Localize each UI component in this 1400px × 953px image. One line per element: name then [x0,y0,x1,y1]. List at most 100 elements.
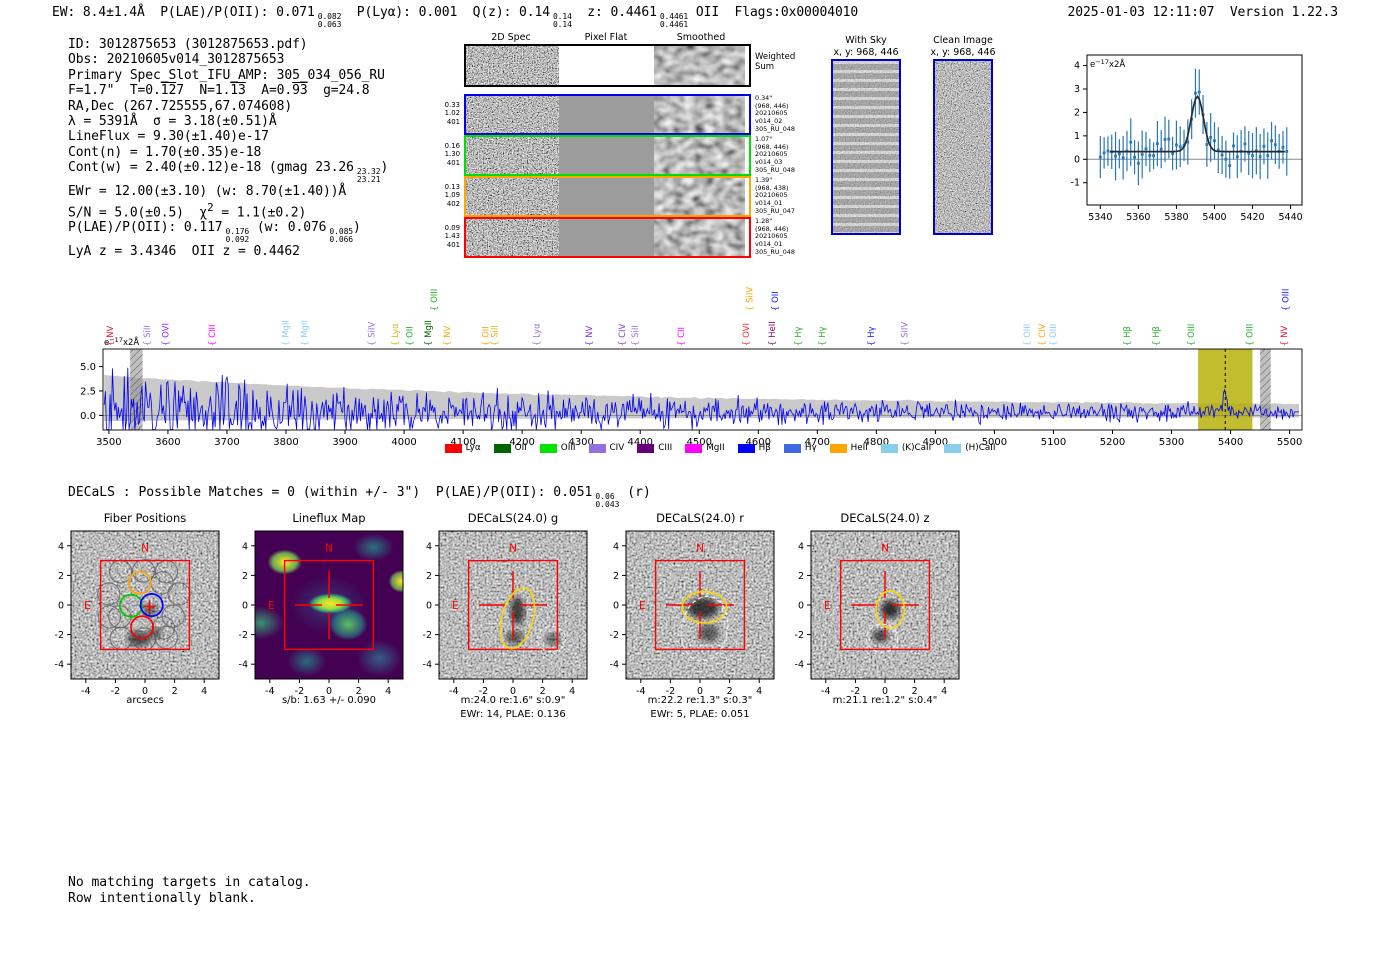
svg-text:{ NV: { NV [106,326,116,346]
svg-text:-4: -4 [265,686,274,697]
svg-text:{ Hγ: { Hγ [867,326,877,346]
panel-title: Lineflux Map [292,511,366,525]
svg-text:-2: -2 [479,686,488,697]
text-segment: P(Lyα): 0.001 Q(z): 0.14 [341,5,550,20]
2d-spec-noise [466,96,559,133]
cutout-row [464,94,751,135]
svg-text:5420: 5420 [1240,212,1264,223]
text-segment: z: 0.4461 [571,5,657,20]
svg-text:E: E [824,600,831,612]
legend-swatch [880,443,898,453]
panel-noise [439,531,587,679]
smoothed-image [654,219,745,256]
svg-text:0: 0 [697,686,703,697]
legend-item: Lyα [444,443,481,453]
svg-text:4: 4 [385,686,391,697]
svg-text:4400: 4400 [627,437,652,448]
legend-label: Hβ [758,443,771,453]
legend-label: Hγ [804,443,817,453]
cutout-right-meta: 1.28" (968, 446) 20210605 v014_01 305_RU_048 [755,217,795,256]
panel-overlay: N E -4 -4 -2 -2 0 0 2 2 4 4 [610,530,775,697]
svg-text:{ Hγ: { Hγ [818,326,828,346]
text-segment: Primary Spec_Slot_IFU_AMP: 305_034_056_R… [68,67,385,83]
superscript: 2 [207,200,214,214]
svg-text:E: E [452,600,459,612]
text-segment: OII Flags:0x00004010 [688,5,859,20]
svg-text:4: 4 [613,541,619,552]
svg-text:-4: -4 [239,660,248,671]
cutout-row-box [464,176,751,217]
detection-info-block: ID: 3012875653 (3012875653.pdf) Obs: 2021… [68,37,468,260]
cutout-left-stats: 0.16 1.30 401 [444,142,460,167]
clean-image [933,59,993,235]
svg-text:{ OVI: { OVI [742,323,752,346]
decals-match-header: DECaLS : Possible Matches = 0 (within +/… [68,485,651,509]
svg-text:0: 0 [142,686,148,697]
info-line-2: Obs: 20210605v014_3012875653 [68,52,468,67]
svg-text:2: 2 [613,571,619,582]
cutout-row-box [464,135,751,176]
svg-text:0: 0 [326,686,332,697]
2d-spec-image [466,219,559,256]
svg-text:{ OIII: { OIII [1023,324,1033,346]
svg-text:N: N [696,543,704,555]
legend-swatch [944,443,962,453]
svg-text:2: 2 [798,571,804,582]
text-segment: EW: 8.4±1.4Å [52,5,145,20]
svg-text:{ SiIV: { SiIV [901,322,911,346]
svg-text:3900: 3900 [332,437,357,448]
sky-noise [833,61,899,233]
svg-text:3600: 3600 [155,437,180,448]
svg-text:-4: -4 [423,660,432,671]
svg-text:4: 4 [798,541,804,552]
svg-text:5440: 5440 [1278,212,1302,223]
svg-text:E: E [639,600,646,612]
svg-text:2: 2 [242,571,248,582]
cutout-col-header: 2D Spec [491,32,531,43]
text-segment: LineFlux = 9.30(±1.40)e-17 [68,129,269,145]
svg-text:{ OII: { OII [405,326,415,346]
text-segment: (w: 0.076 [249,220,327,236]
footer-line-1: No matching targets in catalog. [68,875,311,890]
svg-text:{ OIII: { OIII [1281,289,1291,311]
legend-item: (H)CaII [944,443,995,453]
cutout-row-box [464,44,751,87]
svg-text:-2: -2 [666,686,675,697]
info-line-11: S/N = 5.0(±0.5) χ2 = 1.1(±0.2) [68,200,468,221]
svg-text:2: 2 [912,686,918,697]
2d-spec-noise [466,137,559,174]
cutout-row [464,176,751,217]
full-spectrum-chart: 3500 3600 3700 3800 3900 4000 4100 4200 4300 4400… [80,287,1303,448]
legend-label: OIII [560,443,576,453]
legend-item: CIV [588,443,624,453]
svg-text:2: 2 [356,686,362,697]
cutout-col-header: Pixel Flat [584,32,628,43]
spectrum-legend: Lyα OII OIII CIV CIII MgII Hβ Hγ HeII (K)CaII (H)C… [100,443,1340,453]
legend-swatch [493,443,511,453]
svg-text:5500: 5500 [1277,437,1302,448]
svg-text:3700: 3700 [214,437,239,448]
report-datetime: 2025-01-03 12:11:07 [1067,5,1215,20]
svg-text:-2: -2 [55,630,64,641]
svg-text:5000: 5000 [982,437,1007,448]
svg-text:2: 2 [727,686,733,697]
svg-text:{ SiII: { SiII [490,325,500,346]
text-segment: ID: 3012875653 (3012875653.pdf) [68,37,308,52]
svg-text:2: 2 [1074,107,1080,118]
svg-text:4: 4 [756,686,762,697]
svg-text:{ Hβ: { Hβ [1123,326,1133,346]
svg-text:N: N [325,543,333,555]
svg-text:{ OVI: { OVI [162,323,172,346]
panel-noise [71,531,219,679]
svg-text:E: E [84,600,91,612]
svg-text:4: 4 [242,541,248,552]
panel-caption-2: EWr: 5, PLAE: 0.051 [650,709,750,720]
weighted-sum-label: Weighted Sum [755,52,796,72]
info-line-3: Primary Spec_Slot_IFU_AMP: 305_034_056_R… [68,68,468,83]
svg-text:4: 4 [426,541,432,552]
svg-text:{ MgII: { MgII [281,320,291,346]
2d-spec-noise [466,178,559,215]
svg-text:-4: -4 [610,660,619,671]
info-line-7: LineFlux = 9.30(±1.40)e-17 [68,129,468,144]
svg-text:{ MgII: { MgII [300,320,310,346]
